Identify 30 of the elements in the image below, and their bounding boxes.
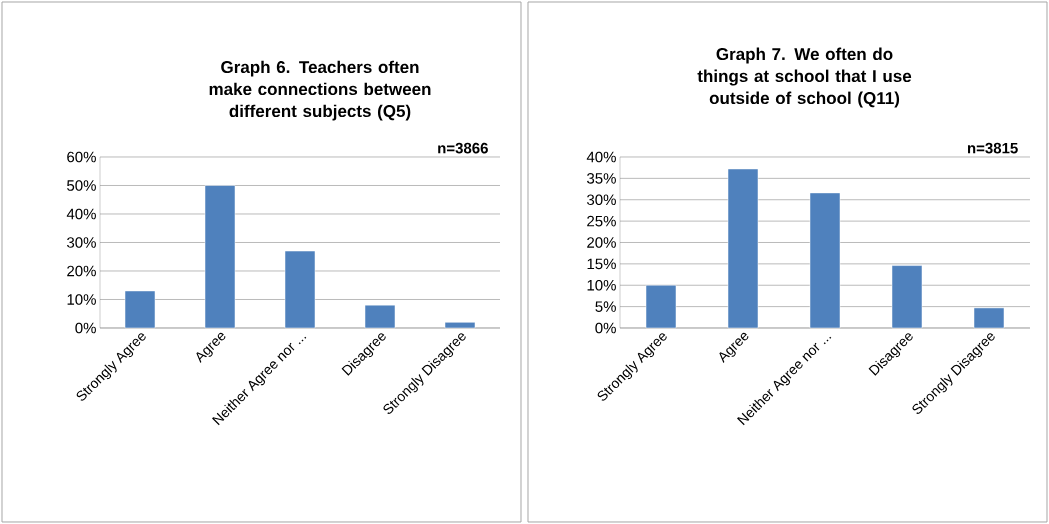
y-tick-label: 40% <box>586 151 616 163</box>
y-tick-label: 5% <box>595 301 616 312</box>
y-tick-label: 0% <box>75 322 96 334</box>
bar <box>891 265 923 329</box>
text: n=3815 <box>967 142 1018 154</box>
bar <box>809 192 841 329</box>
y-tick-label: 20% <box>67 265 96 277</box>
chart-title: Graph 7. We often do things at school that I use outside of school (Q11) <box>697 47 912 108</box>
bar <box>727 168 759 329</box>
y-tick-label: 25% <box>587 215 616 227</box>
bar <box>645 284 677 329</box>
chart-title: Graph 6. Teachers often make connections between different subjects (Q5) <box>209 60 431 121</box>
y-tick-label: 15% <box>587 258 616 270</box>
text: n=3866 <box>438 142 488 154</box>
y-tick-label: 50% <box>67 180 96 191</box>
y-tick-label: 35% <box>587 173 616 184</box>
y-tick-label: 40% <box>66 208 96 220</box>
y-tick-label: 30% <box>587 194 616 206</box>
bar <box>364 304 396 329</box>
bar <box>444 322 476 329</box>
y-tick-label: 20% <box>587 237 616 248</box>
bar <box>284 250 316 329</box>
bar <box>973 307 1005 329</box>
y-tick-label: 10% <box>67 294 96 305</box>
y-tick-label: 10% <box>587 279 616 291</box>
y-tick-label: 0% <box>595 322 616 334</box>
y-tick-label: 30% <box>67 237 96 248</box>
bar <box>204 185 236 329</box>
bar <box>124 290 156 329</box>
y-tick-label: 60% <box>67 151 96 163</box>
